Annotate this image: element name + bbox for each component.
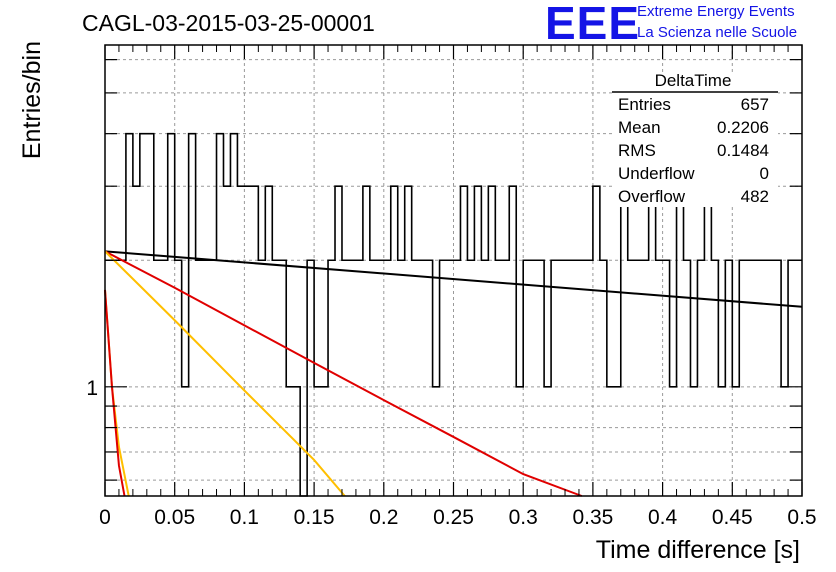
axis-ticks (104, 45, 803, 496)
stats-label: Mean (618, 118, 661, 137)
x-tick-label: 0.3 (509, 506, 538, 529)
logo-text-line2: La Scienza nelle Scuole (637, 24, 798, 41)
x-tick-label: 0 (99, 506, 111, 529)
x-tick-label: 0.4 (648, 506, 678, 529)
x-tick-label: 0.25 (433, 506, 474, 529)
fit-curve (104, 289, 126, 497)
x-tick-label: 0.1 (230, 506, 259, 529)
x-tick-label: 0.2 (369, 506, 398, 529)
eee-logo: EEE (545, 0, 641, 49)
stats-value: 0 (760, 164, 769, 183)
fit-curves (104, 250, 803, 497)
stats-label: RMS (618, 141, 656, 160)
stats-label: Overflow (618, 187, 686, 206)
stats-value: 0.1484 (717, 141, 769, 160)
stats-value: 0.2206 (717, 118, 769, 137)
logo-text-line1: Extreme Energy Events (637, 3, 795, 20)
x-tick-label: 0.45 (712, 506, 753, 529)
histogram-outline (105, 132, 802, 497)
fit-curve (104, 289, 130, 497)
stats-value: 657 (741, 95, 769, 114)
histogram-title: CAGL-03-2015-03-25-00001 (82, 10, 375, 36)
stats-box: DeltaTime Entries 657 Mean 0.2206 RMS 0.1484 U… (612, 71, 778, 207)
x-axis-label: Time difference [s] (596, 536, 800, 564)
y-axis-label: Entries/bin (18, 41, 46, 159)
y-tick-label: 1 (86, 377, 98, 400)
fit-curve (104, 250, 583, 497)
stats-label: Entries (618, 95, 671, 114)
fit-curve (104, 250, 803, 308)
histogram-bars (105, 132, 802, 497)
stats-box-name: DeltaTime (655, 71, 732, 90)
x-tick-label: 0.15 (294, 506, 335, 529)
axis-tick-labels: 0 0.05 0.1 0.15 0.2 0.25 0.3 0.35 0.4 0.45 0.5 1 (86, 377, 816, 529)
fit-curve (104, 250, 346, 497)
x-tick-label: 0.35 (572, 506, 613, 529)
stats-label: Underflow (618, 164, 695, 183)
stats-value: 482 (741, 187, 769, 206)
x-tick-label: 0.5 (787, 506, 816, 529)
x-tick-label: 0.05 (154, 506, 195, 529)
